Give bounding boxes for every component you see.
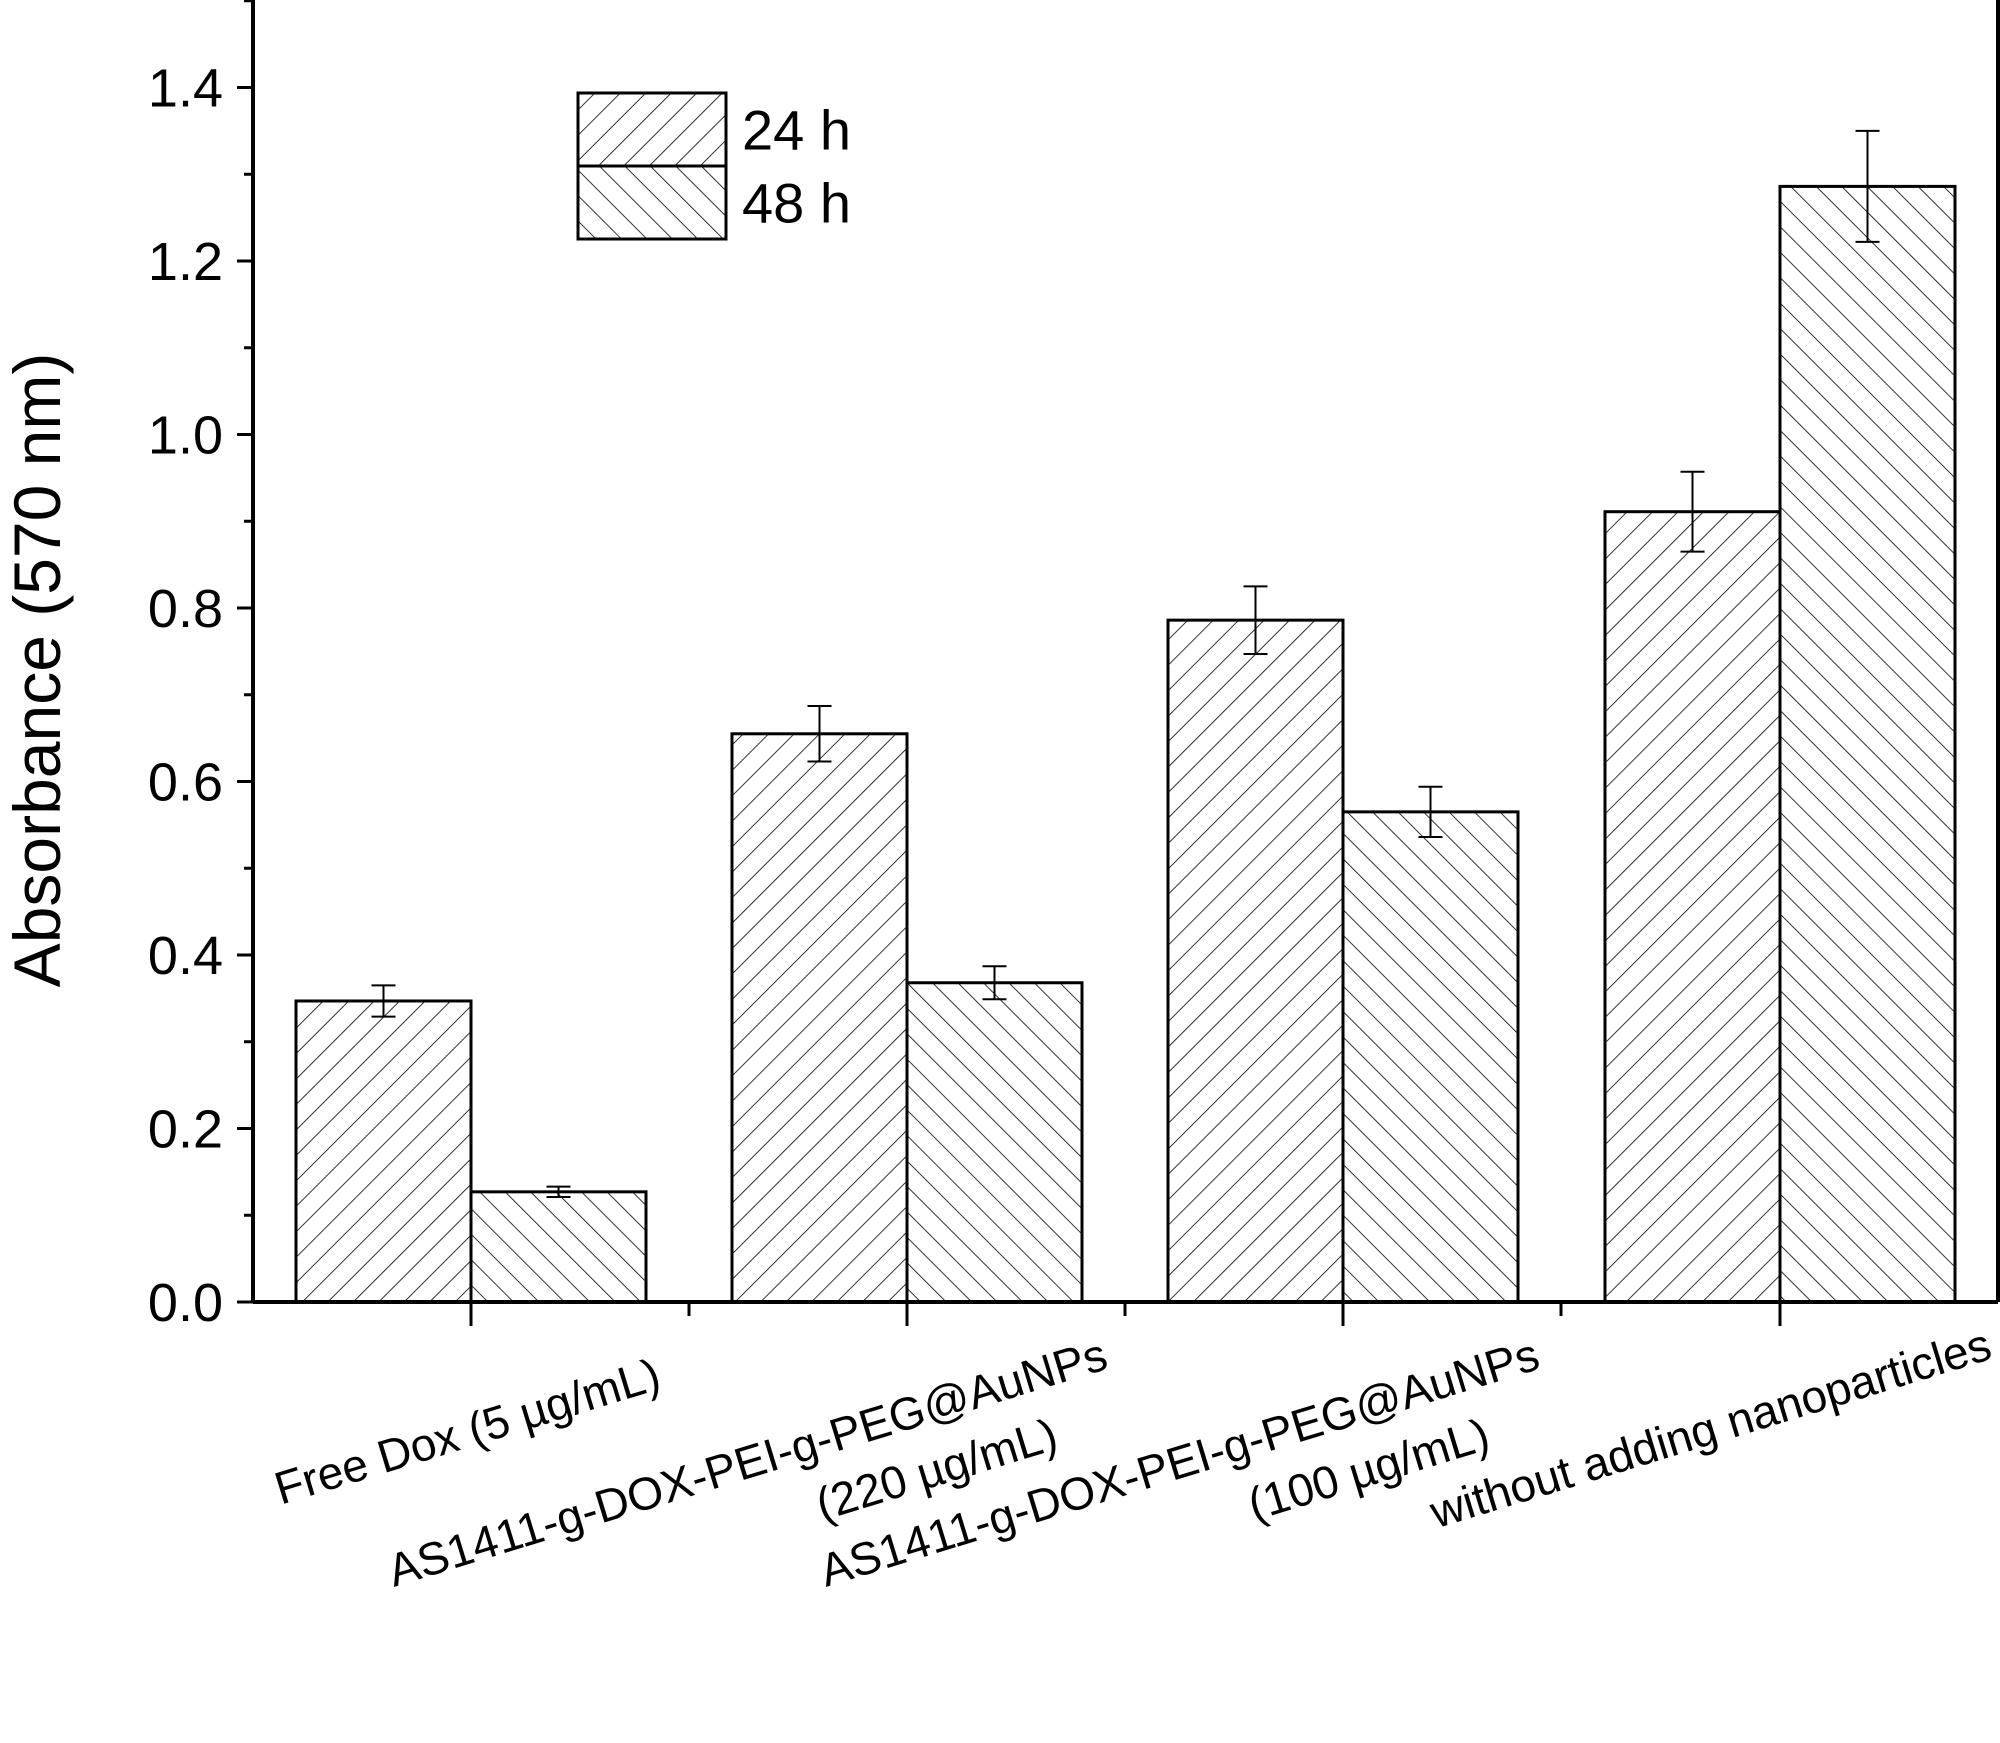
bar-48h-1 (469, 1190, 648, 1304)
y-tick-label: 1.4 (148, 59, 223, 119)
error-bar (982, 965, 1007, 1001)
y-tick-label: 1.2 (148, 232, 223, 292)
error-bar (546, 1185, 571, 1199)
bar-48h-4 (1778, 184, 1957, 1304)
bar-24h-1 (294, 999, 473, 1304)
y-tick-label: 1.0 (148, 406, 223, 466)
error-bar (1855, 129, 1880, 243)
error-bar (371, 984, 396, 1018)
legend-swatch (576, 91, 728, 168)
legend-swatch (576, 164, 728, 241)
bar-48h-3 (1341, 810, 1520, 1304)
error-bar (1680, 470, 1705, 553)
plot-area: 0.0 0.2 0.4 0.6 0.8 1.0 1.2 1.4 Absorbance (570 … (0, 0, 2000, 1597)
error-bar (807, 705, 832, 763)
legend-label: 48 h (742, 172, 851, 235)
y-tick-label: 0.8 (148, 579, 223, 639)
y-tick-label: 0.2 (148, 1100, 223, 1160)
y-tick-label: 0.0 (148, 1273, 223, 1333)
y-tick-label: 0.6 (148, 753, 223, 813)
y-tick-label: 0.4 (148, 926, 223, 986)
y-axis-title: Absorbance (570 nm) (0, 353, 74, 988)
bar-24h-3 (1166, 618, 1345, 1304)
bar-24h-2 (730, 732, 909, 1304)
bar-48h-2 (905, 981, 1084, 1304)
error-bar (1418, 785, 1443, 839)
error-bar (1243, 585, 1268, 655)
bar-24h-4 (1603, 510, 1782, 1304)
legend-label: 24 h (742, 99, 851, 162)
